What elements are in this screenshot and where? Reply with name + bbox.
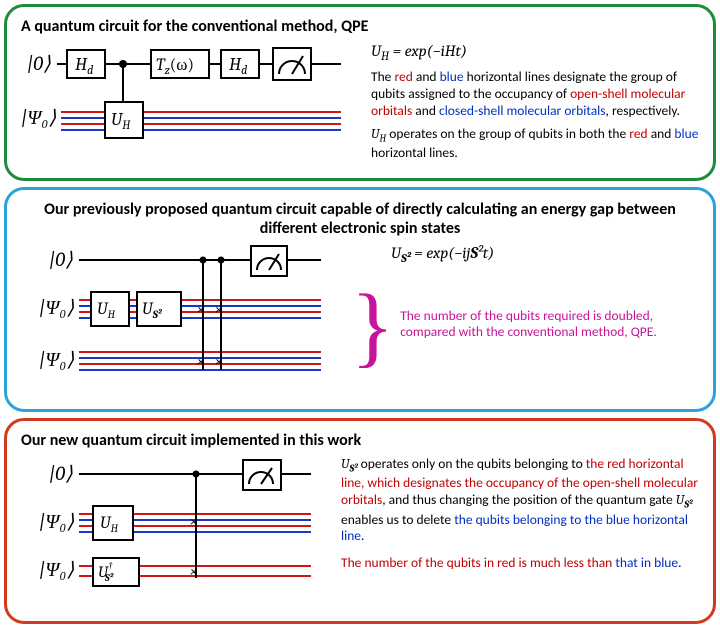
panel-previous: Our previously proposed quantum circuit … [4,187,716,412]
svg-text:|0⟩: |0⟩ [49,248,73,271]
panel3-desc1: US² operates only on the qubits belongin… [341,456,699,545]
svg-text:×: × [190,562,197,580]
panel-new: Our new quantum circuit implemented in t… [4,418,716,624]
panel2-circuit: |0⟩ |Ψ₀⟩ |Ψ₀⟩ UH US² [21,244,341,399]
svg-text:Tz(ω): Tz(ω) [156,56,194,77]
panel1-desc1: The red and blue horizontal lines design… [371,69,699,120]
panel1-title: A quantum circuit for the conventional m… [21,17,699,36]
svg-text:×: × [215,352,222,370]
panel1-equation: UH = exp(−iHt) [371,42,699,63]
svg-text:×: × [197,352,204,370]
svg-text:|Ψ₀⟩: |Ψ₀⟩ [39,558,74,581]
panel3-title: Our new quantum circuit implemented in t… [21,431,699,450]
svg-text:|Ψ₀⟩: |Ψ₀⟩ [39,348,74,371]
brace-icon: } [351,289,394,366]
panel-qpe: A quantum circuit for the conventional m… [4,4,716,181]
svg-text:|0⟩: |0⟩ [49,462,73,485]
panel3-desc2: The number of the qubits in red is much … [341,555,699,572]
panel2-brace-text: The number of the qubits required is dou… [394,308,699,342]
ketpsi-label: |Ψ₀⟩ [21,106,56,129]
svg-text:×: × [190,512,197,530]
svg-text:U†S²: U†S² [98,560,114,584]
panel1-desc2: UH operates on the group of qubits in bo… [371,126,699,162]
ket0-label: |0⟩ [27,52,51,75]
panel2-equation: US² = exp(−ijS²t) [391,244,699,265]
panel2-title: Our previously proposed quantum circuit … [21,200,699,238]
svg-text:×: × [215,300,222,318]
panel3-circuit: |0⟩ |Ψ₀⟩ |Ψ₀⟩ UH U†S² [21,456,331,611]
svg-text:|Ψ₀⟩: |Ψ₀⟩ [39,296,74,319]
svg-text:×: × [197,300,204,318]
svg-text:|Ψ₀⟩: |Ψ₀⟩ [39,510,74,533]
panel1-circuit: |0⟩ |Ψ₀⟩ Hd UH Tz(ω) [21,42,361,157]
